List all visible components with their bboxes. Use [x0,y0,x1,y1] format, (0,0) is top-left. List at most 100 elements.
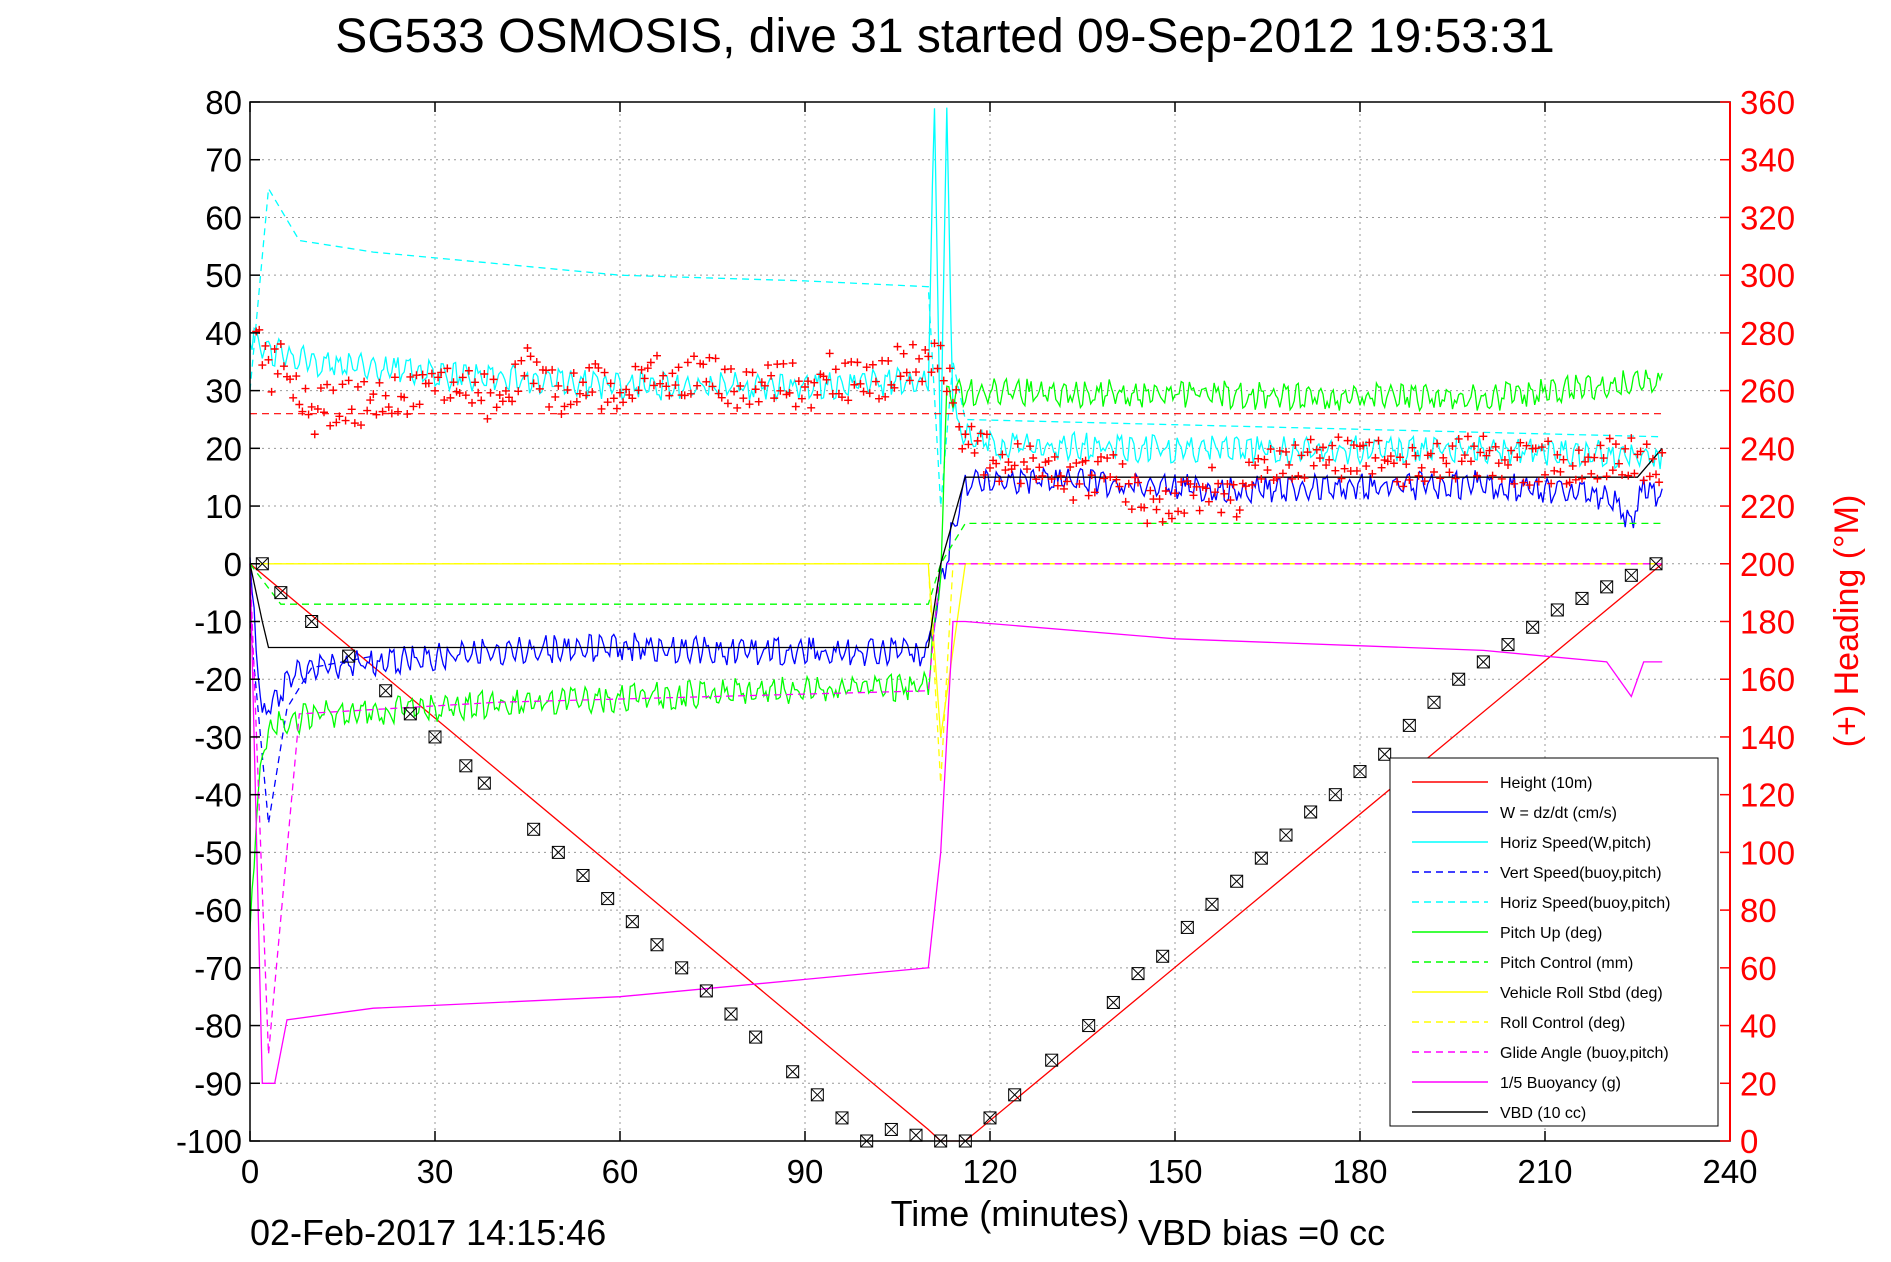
heading-marker [856,379,865,388]
heading-marker [264,355,273,364]
heading-marker [1590,453,1599,462]
heading-marker [1571,475,1580,484]
heading-marker [572,397,581,406]
heading-marker [1568,461,1577,470]
heading-marker [1285,460,1294,469]
heading-marker [1100,474,1109,483]
heading-marker [1615,459,1623,468]
heading-marker [1152,505,1161,514]
vbd-marker [810,1088,824,1102]
vbd-marker [786,1065,800,1079]
heading-marker [628,394,637,403]
heading-marker [575,389,584,398]
heading-marker [279,362,288,371]
legend-entry: 1/5 Buoyancy (g) [1500,1075,1621,1092]
heading-marker [1300,473,1309,482]
heading-marker [514,387,523,396]
heading-marker [366,396,375,405]
heading-marker [606,379,615,388]
heading-marker [986,463,994,472]
heading-marker [508,397,517,406]
y-right-tick-label: 40 [1740,1008,1777,1045]
heading-marker [394,407,402,416]
heading-marker [865,389,874,398]
heading-marker [1211,488,1220,497]
y-tick-label: -40 [194,777,242,814]
heading-marker [1497,474,1506,483]
y-axis-right: 3603403203002802602402202001801601401201… [1720,84,1795,1160]
heading-marker [801,383,809,392]
heading-marker [1195,506,1204,515]
y-tick-label: -80 [194,1008,242,1045]
heading-marker [347,405,356,414]
vbd-marker [884,1122,898,1136]
legend-entry: W = dz/dt (cm/s) [1500,805,1617,822]
heading-marker [400,393,409,402]
vbd-marker-diag [1476,655,1490,669]
vbd-marker-diag [1353,765,1367,778]
vbd-marker-box [1476,655,1490,669]
heading-marker [431,386,439,395]
heading-marker [1106,473,1115,482]
heading-marker [890,383,899,392]
heading-marker [831,365,840,374]
y-tick-label: 20 [205,430,242,467]
y-right-tick-label: 0 [1740,1123,1758,1160]
heading-marker [335,412,344,421]
heading-marker [908,340,917,349]
heading-marker [477,396,486,405]
y-tick-label: 60 [205,199,242,236]
vbd-marker-box [650,938,664,952]
heading-marker [1467,457,1475,466]
heading-marker [708,382,717,391]
legend: Height (10m) W = dz/dt (cm/s) Horiz Speed(… [1389,757,1719,1127]
vbd-marker-diag [255,557,269,571]
heading-marker [659,371,668,380]
heading-marker [683,358,692,367]
heading-marker [825,349,834,358]
heading-marker [1389,459,1398,468]
series-line [250,563,1663,784]
heading-marker [745,400,754,409]
heading-marker [1485,446,1494,455]
vbd-marker-box [551,845,565,859]
heading-marker [1291,441,1300,450]
heading-marker [1451,474,1460,483]
vbd-marker [576,868,590,882]
heading-marker [1146,486,1155,495]
heading-marker [850,380,859,389]
x-tick-label: 180 [1332,1153,1387,1190]
vbd-marker [1131,967,1145,981]
heading-marker [261,341,270,350]
heading-marker [600,368,609,377]
y-right-tick-label: 100 [1740,834,1795,871]
vbd-marker [1550,603,1564,617]
heading-marker [1460,451,1469,460]
heading-marker [458,373,467,382]
heading-marker [656,379,665,388]
heading-marker [1587,469,1596,478]
heading-marker [1053,481,1062,490]
heading-marker [1541,470,1549,479]
heading-marker [1331,466,1340,475]
heading-marker [579,378,587,387]
vbd-marker-diag [835,1111,849,1125]
heading-marker [1414,471,1423,480]
heading-marker [905,376,914,385]
legend-entry: Pitch Control (mm) [1500,955,1633,972]
heading-marker [304,410,313,419]
heading-marker [1349,441,1358,450]
y-right-tick-label: 180 [1740,604,1795,641]
heading-marker [409,402,418,411]
heading-marker [1377,463,1386,472]
heading-marker [387,409,396,418]
vbd-marker-diag [810,1088,824,1102]
legend-entry: Height (10m) [1500,775,1592,792]
heading-marker [1288,474,1297,483]
y-axis-right-label: (+) Heading (°M) [1828,495,1866,748]
heading-marker [1248,480,1257,489]
heading-marker [1127,505,1136,514]
heading-marker [532,358,541,367]
vbd-marker [403,707,417,721]
heading-marker [301,384,310,393]
